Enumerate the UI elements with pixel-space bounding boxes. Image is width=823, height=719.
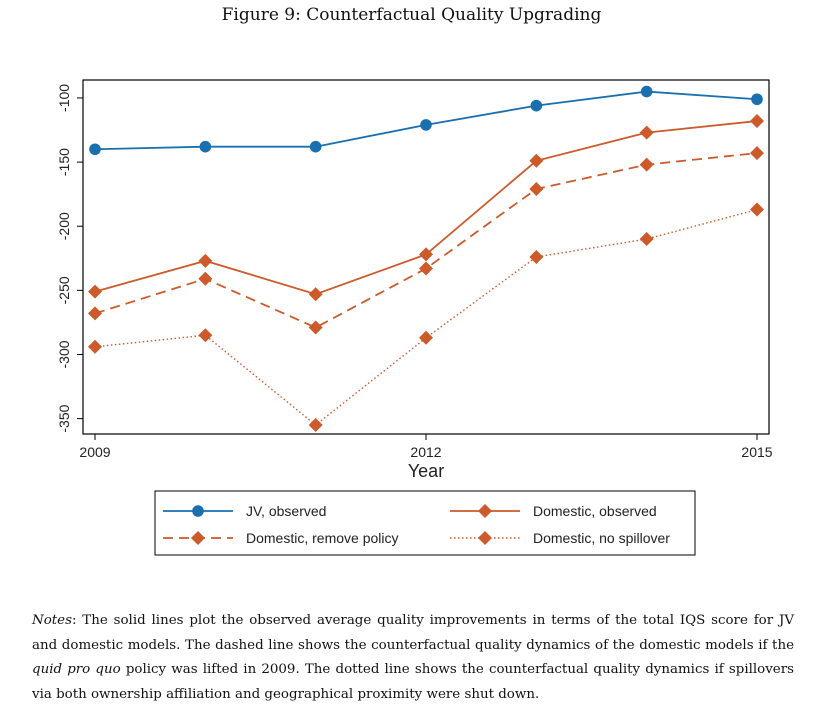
legend-marker: [192, 505, 204, 517]
data-point: [419, 261, 433, 276]
legend-label: Domestic, observed: [533, 503, 657, 519]
legend-item-domestic-remove-policy: Domestic, remove policy: [163, 530, 399, 546]
notes-emphasis: quid pro quo: [32, 662, 121, 677]
data-point: [639, 232, 654, 247]
y-tick-label: -300: [56, 340, 72, 368]
data-point: [199, 140, 212, 153]
line-chart: -100 -150 -200 -250 -300 -350 2009 2012 2015 Year…: [56, 79, 773, 556]
data-point: [751, 93, 763, 106]
data-point: [308, 418, 323, 433]
series-group: [88, 85, 764, 433]
series-line: [94, 208, 758, 426]
legend-label: Domestic, no spillover: [533, 530, 670, 546]
legend-item-domestic-no-spillover: Domestic, no spillover: [450, 530, 670, 546]
x-tick-label: 2012: [410, 444, 441, 460]
legend-label: JV, observed: [246, 503, 326, 519]
series-domestic-remove-policy: [88, 146, 764, 335]
legend-label: Domestic, remove policy: [246, 530, 399, 546]
data-point: [750, 114, 764, 129]
figure-title: Figure 9: Counterfactual Quality Upgradi…: [221, 5, 602, 25]
y-tick-label: -250: [56, 276, 72, 304]
axes: -100 -150 -200 -250 -300 -350 2009 2012 2015 Year: [56, 84, 773, 481]
data-point: [89, 143, 101, 156]
series-jv-observed: [89, 85, 763, 156]
y-tick-label: -150: [56, 148, 72, 176]
figure-notes: Notes: The solid lines plot the observed…: [32, 609, 794, 707]
data-point: [750, 202, 764, 217]
legend-marker: [478, 504, 492, 518]
legend-box: [154, 490, 696, 556]
y-tick-label: -350: [56, 404, 72, 432]
y-tick-label: -200: [56, 212, 72, 240]
data-point: [420, 119, 432, 131]
legend: JV, observed Domestic, observed Domestic, …: [163, 503, 670, 546]
series-domestic-observed: [88, 114, 764, 302]
data-point: [88, 306, 102, 321]
legend-item-jv-observed: JV, observed: [163, 503, 326, 519]
x-tick-label: 2015: [741, 444, 772, 460]
data-point: [529, 250, 544, 264]
data-point: [419, 247, 433, 262]
notes-text-1: : The solid lines plot the observed aver…: [32, 613, 794, 653]
notes-label: Notes: [32, 613, 72, 628]
y-tick-label: -100: [56, 84, 72, 112]
legend-item-domestic-observed: Domestic, observed: [450, 503, 657, 519]
data-point: [198, 253, 213, 268]
data-point: [308, 320, 323, 335]
data-point: [750, 146, 764, 161]
series-line: [94, 152, 758, 329]
data-point: [640, 85, 653, 98]
data-point: [88, 339, 102, 354]
data-point: [639, 125, 654, 140]
series-domestic-no-spillover: [88, 202, 764, 433]
data-point: [639, 157, 654, 172]
data-point: [529, 153, 544, 168]
notes-text-2: policy was lifted in 2009. The dotted li…: [32, 662, 794, 702]
data-point: [198, 328, 213, 343]
x-axis-title: Year: [408, 461, 444, 481]
data-point: [309, 140, 322, 153]
data-point: [419, 330, 433, 345]
x-tick-label: 2009: [79, 444, 110, 460]
legend-marker: [478, 531, 492, 545]
data-point: [529, 182, 544, 197]
legend-marker: [191, 531, 205, 545]
data-point: [198, 271, 213, 286]
data-point: [308, 287, 323, 302]
data-point: [530, 99, 543, 112]
data-point: [88, 284, 102, 299]
